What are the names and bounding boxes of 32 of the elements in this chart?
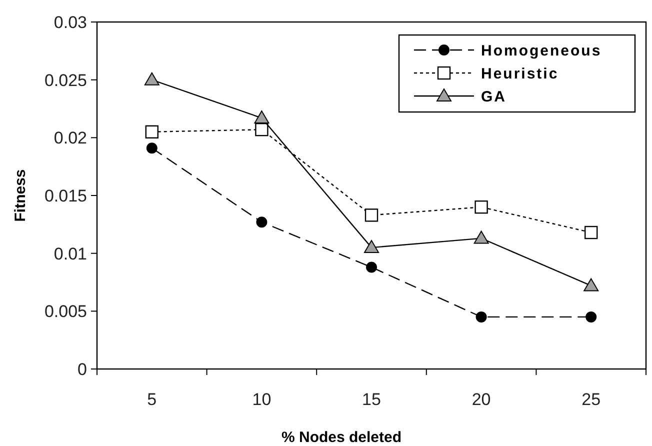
y-axis-title: Fitness bbox=[12, 169, 29, 222]
point bbox=[586, 311, 597, 322]
y-tick-label: 0.02 bbox=[54, 128, 87, 148]
point bbox=[364, 208, 378, 222]
point bbox=[146, 142, 158, 154]
x-axis-title: % Nodes deleted bbox=[281, 429, 402, 446]
point bbox=[255, 122, 268, 136]
y-tick-label: 0.03 bbox=[54, 12, 87, 32]
y-tick-label: 0.005 bbox=[44, 302, 87, 322]
legend-label: GA bbox=[481, 88, 506, 106]
x-tick-label: 25 bbox=[582, 390, 601, 409]
x-tick-label: 10 bbox=[252, 390, 272, 409]
point bbox=[584, 278, 599, 292]
point bbox=[144, 72, 160, 86]
point bbox=[474, 200, 488, 214]
legend-label: Homogeneous bbox=[481, 42, 602, 60]
y-tick-label: 0.015 bbox=[44, 186, 87, 206]
y-tick-label: 0.01 bbox=[54, 244, 87, 264]
point bbox=[366, 262, 377, 273]
legend-label: Heuristic bbox=[481, 65, 559, 82]
point bbox=[254, 110, 270, 124]
point bbox=[364, 240, 379, 254]
y-tick-label: 0.025 bbox=[44, 70, 87, 90]
point bbox=[584, 226, 598, 240]
point bbox=[474, 230, 489, 244]
point bbox=[256, 216, 268, 228]
x-tick-label: 5 bbox=[147, 390, 157, 409]
point bbox=[476, 311, 487, 322]
x-tick-label: 20 bbox=[472, 390, 491, 409]
x-tick-label: 15 bbox=[362, 390, 381, 409]
y-tick-label: 0 bbox=[78, 360, 87, 379]
point bbox=[145, 125, 158, 138]
